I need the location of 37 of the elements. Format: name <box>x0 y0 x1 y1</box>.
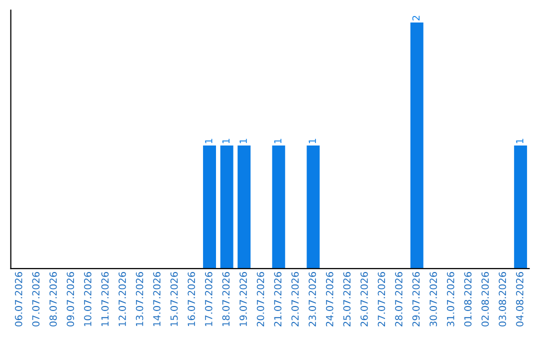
data-label: 1 <box>240 138 247 144</box>
x-tick-label: 29.07.2026 <box>412 272 420 326</box>
x-tick-label: 25.07.2026 <box>343 272 351 326</box>
x-tick-label: 24.07.2026 <box>326 272 334 326</box>
x-tick-label: 17.07.2026 <box>204 272 212 326</box>
x-tick-label: 15.07.2026 <box>170 272 178 326</box>
x-tick-label: 27.07.2026 <box>378 272 386 326</box>
x-tick-label: 14.07.2026 <box>153 272 160 326</box>
x-tick-label: 03.08.2026 <box>498 272 506 326</box>
x-tick-label: 20.07.2026 <box>256 272 264 326</box>
x-tick-label: 16.07.2026 <box>188 272 196 326</box>
x-tick-label: 12.07.2026 <box>118 272 126 326</box>
x-tick-label: 21.07.2026 <box>274 272 282 326</box>
x-tick-label: 04.08.2026 <box>516 272 524 326</box>
x-tick-label: 13.07.2026 <box>136 272 144 326</box>
x-tick-label: 06.07.2026 <box>14 272 22 326</box>
x-tick-label: 09.07.2026 <box>66 272 74 326</box>
x-tick-label: 22.07.2026 <box>291 272 299 326</box>
x-tick-label: 10.07.2026 <box>84 272 92 326</box>
x-tick-label: 28.07.2026 <box>395 272 402 326</box>
x-tick-label: 18.07.2026 <box>222 272 230 326</box>
x-tick-label: 19.07.2026 <box>240 272 247 326</box>
data-label: 1 <box>308 138 316 144</box>
data-label: 1 <box>274 138 282 144</box>
data-label: 1 <box>205 138 212 144</box>
x-tick-label: 31.07.2026 <box>446 272 454 326</box>
x-tick-label: 02.08.2026 <box>481 272 489 326</box>
x-tick-label: 08.07.2026 <box>49 272 57 326</box>
x-tick-label: 07.07.2026 <box>32 272 40 326</box>
x-tick-label: 11.07.2026 <box>101 272 109 326</box>
data-label: 1 <box>222 138 230 144</box>
data-label: 1 <box>516 138 524 144</box>
x-tick-label: 30.07.2026 <box>430 272 437 326</box>
x-tick-label: 26.07.2026 <box>360 272 368 326</box>
x-tick-label: 23.07.2026 <box>308 272 316 326</box>
data-label: 2 <box>412 16 420 20</box>
x-tick-label: 01.08.2026 <box>464 272 472 326</box>
